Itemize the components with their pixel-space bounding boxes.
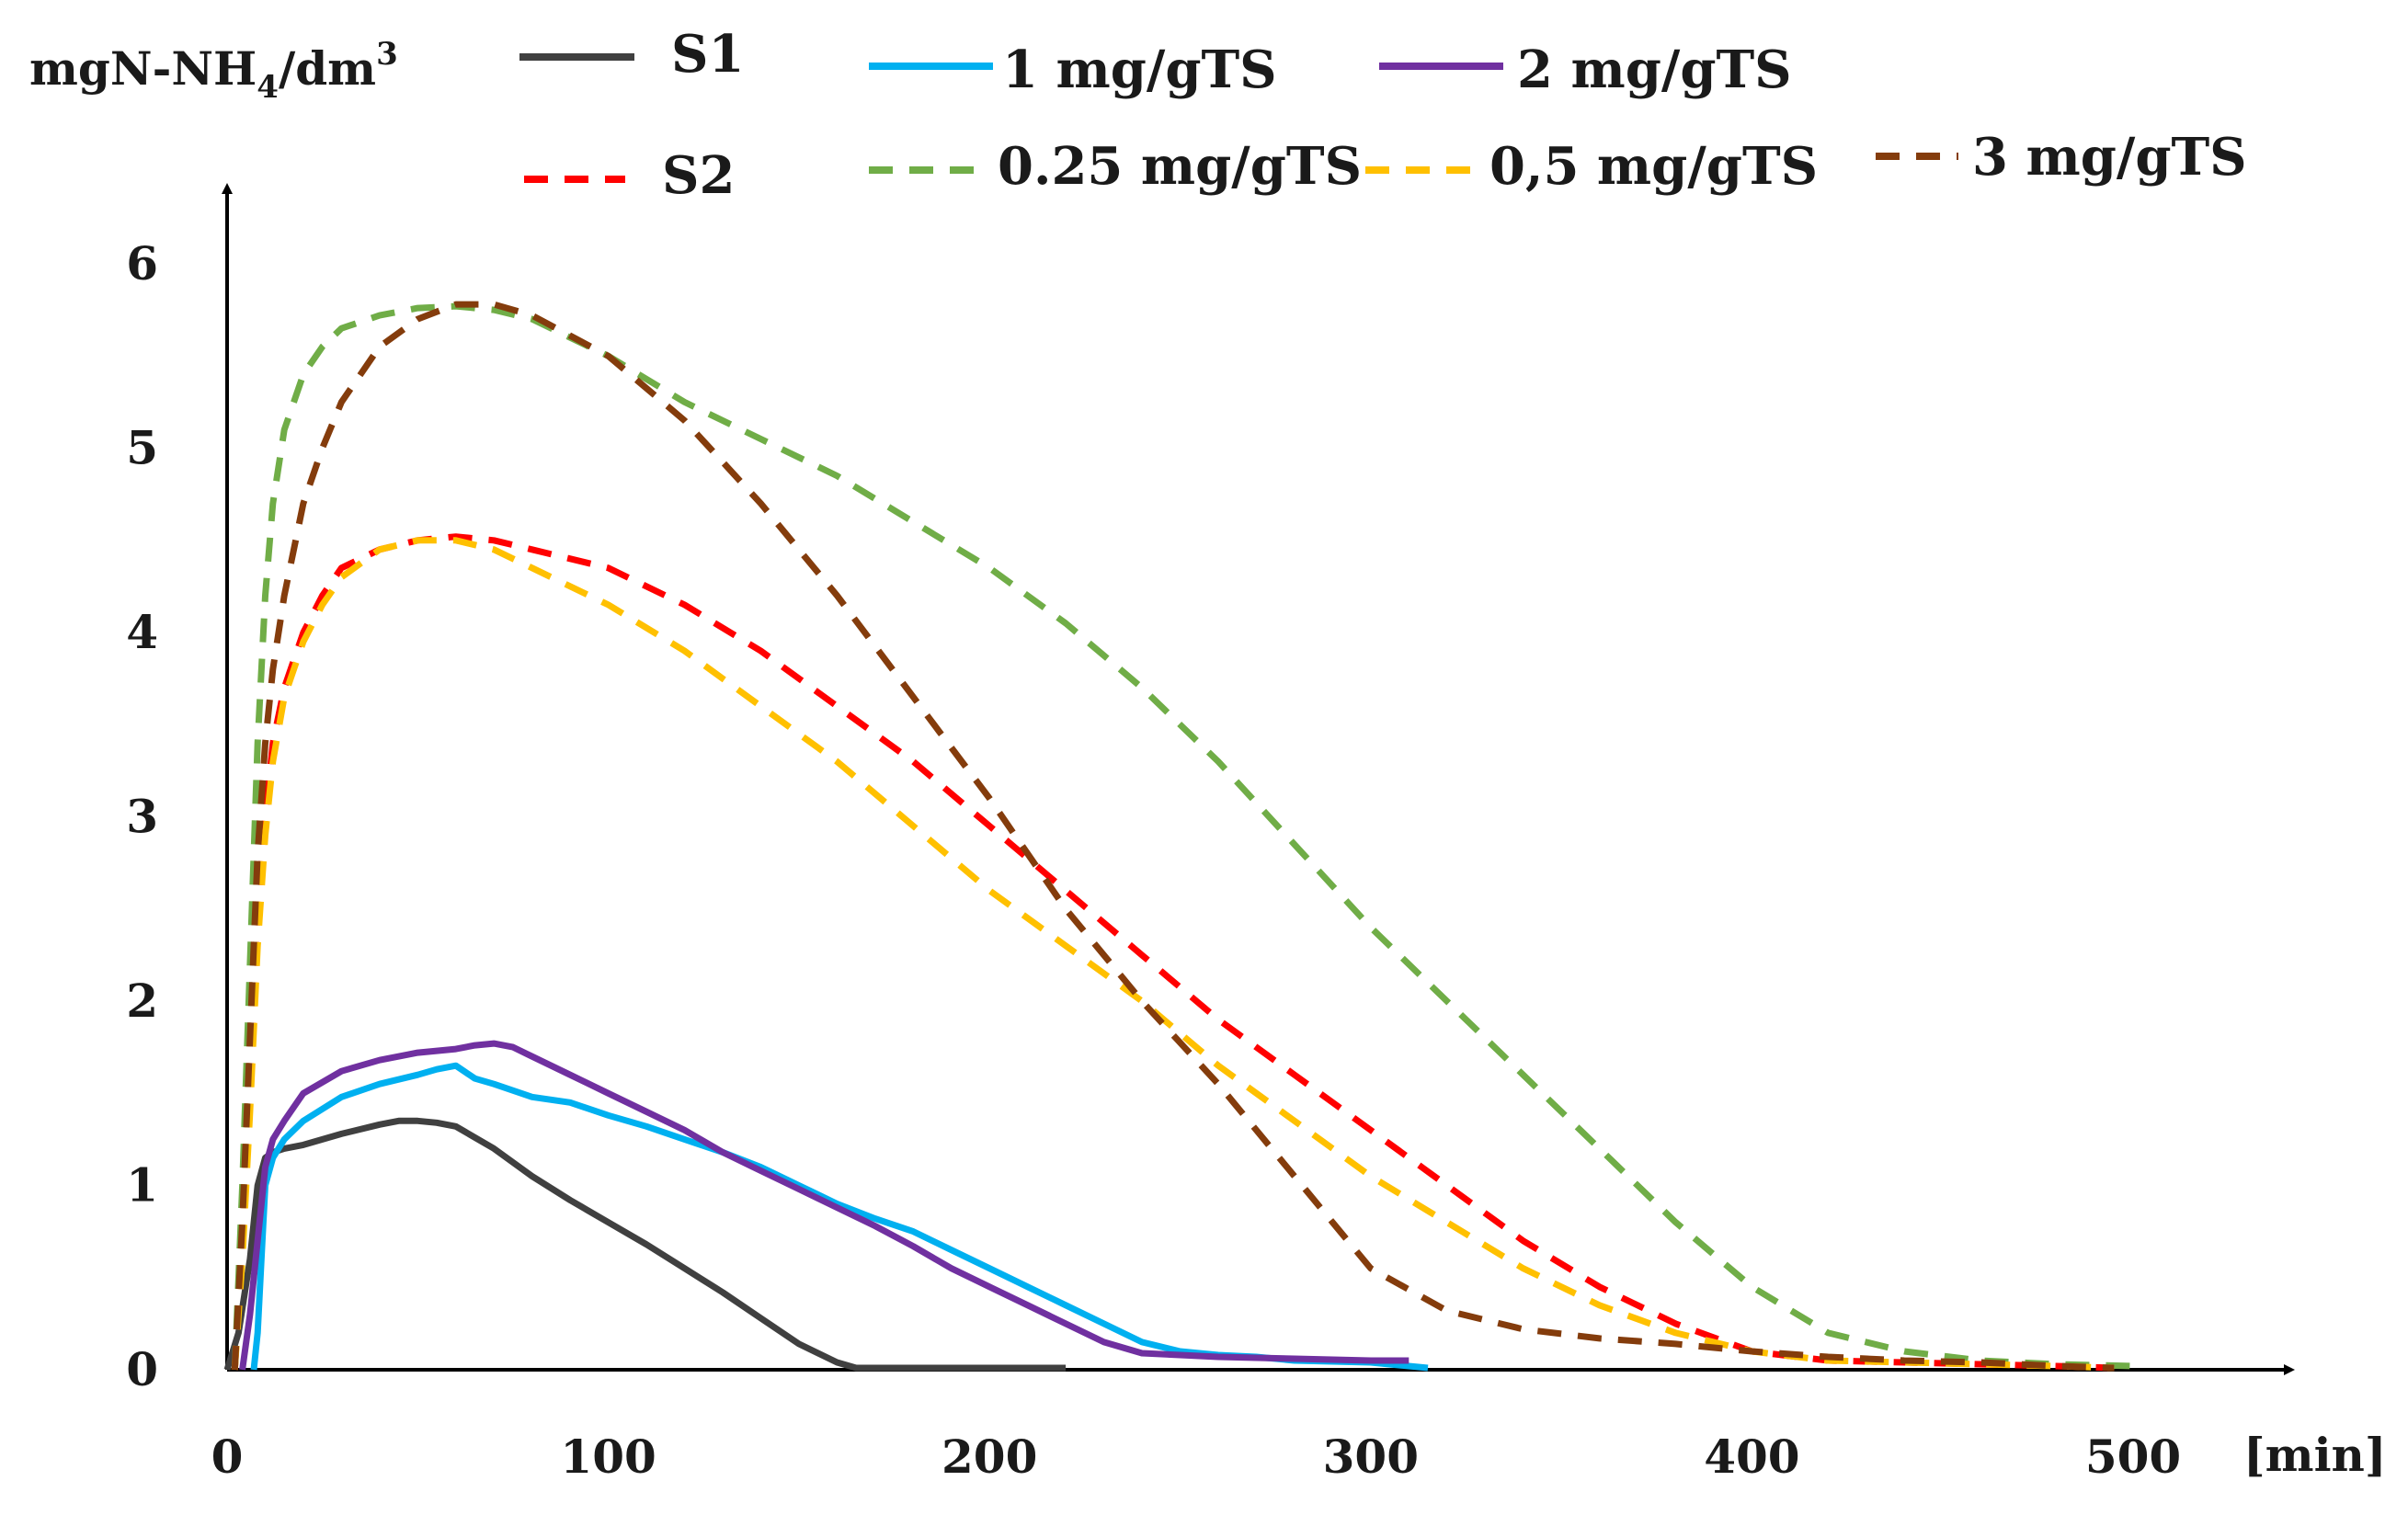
x-tick-label: 400 xyxy=(1704,1430,1799,1484)
series-line-0-5-mg-gts xyxy=(231,537,2115,1372)
legend-label: S2 xyxy=(662,145,735,206)
legend-label: S1 xyxy=(671,24,744,85)
x-tick-label: 300 xyxy=(1323,1430,1419,1484)
legend-label: 3 mg/gTS xyxy=(1972,127,2247,188)
y-axis-label: mgN-NH4/dm3 xyxy=(29,36,398,106)
x-tick-label: 100 xyxy=(560,1430,656,1484)
series-line-1-mg-gts xyxy=(250,1062,1429,1372)
x-axis-label: [min] xyxy=(2243,1428,2387,1482)
tick-labels: 0 100 200 300 400 500 0 1 2 3 4 5 6 xyxy=(126,236,2181,1484)
series-line-s2 xyxy=(231,533,2115,1372)
legend-label: 2 mg/gTS xyxy=(1517,40,1792,100)
x-tick-label: 200 xyxy=(942,1430,1037,1484)
legend-label: 0.25 mg/gTS xyxy=(998,136,1362,197)
y-tick-label: 4 xyxy=(126,605,158,659)
legend: S1 1 mg/gTS 2 mg/gTS S2 0.25 mg/gTS 0,5 mg/gT… xyxy=(519,24,2247,206)
y-tick-label: 0 xyxy=(126,1342,158,1396)
y-tick-label: 5 xyxy=(126,421,158,475)
series-layer xyxy=(223,301,2134,1372)
series-line-2-mg-gts xyxy=(239,1040,1409,1371)
series-line-3-mg-gts xyxy=(231,301,2115,1372)
legend-label: 0,5 mg/gTS xyxy=(1489,136,1818,197)
y-tick-label: 2 xyxy=(126,974,158,1028)
y-tick-label: 6 xyxy=(126,236,158,290)
y-tick-label: 1 xyxy=(126,1158,158,1213)
x-tick-label: 0 xyxy=(211,1430,244,1484)
legend-label: 1 mg/gTS xyxy=(1002,40,1277,100)
x-tick-label: 500 xyxy=(2085,1430,2181,1484)
series-line-0-25-mg-gts xyxy=(231,302,2134,1371)
axes xyxy=(222,183,2295,1375)
y-tick-label: 3 xyxy=(126,790,158,844)
